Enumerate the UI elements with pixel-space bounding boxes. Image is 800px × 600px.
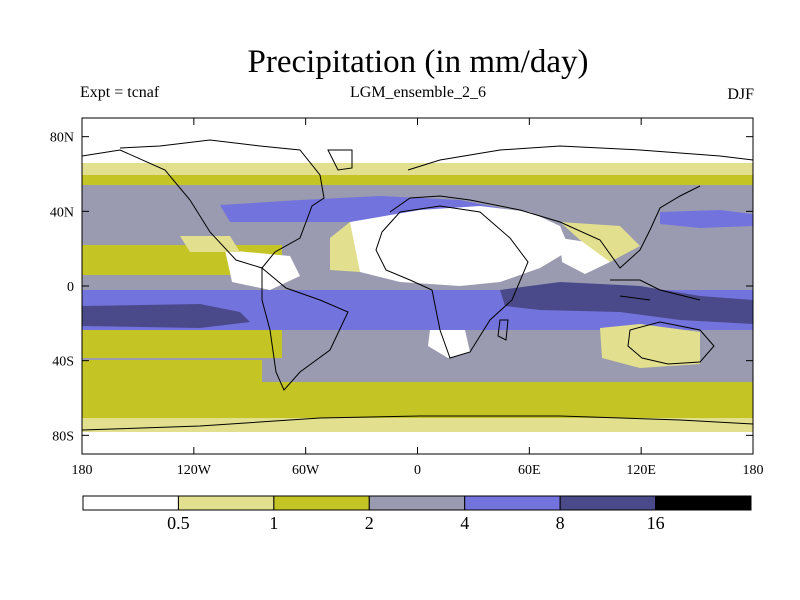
coast-madagascar [497,319,509,341]
field-north-pacific-track [660,210,753,228]
y-tick-label: 40N [50,205,74,220]
coast-australia [627,321,715,365]
field-south-pacific-yellow [82,360,262,386]
x-tick-label: 120W [177,463,212,478]
y-tick-label: 80N [50,131,74,146]
field-antarctic-light [82,416,753,432]
x-tick-label: 180 [743,463,764,478]
coast-south-america [261,266,349,391]
colorbar-level-label: 8 [556,513,565,533]
coast-eurasia [389,145,753,269]
colorbar-level-label: 2 [365,513,374,533]
field-arctic-light [82,163,753,175]
field-arctic-dry [82,118,753,163]
coast-maritime-continent [610,279,701,301]
x-tick-label: 60E [518,463,541,478]
colorbar-level-label: 16 [647,513,665,533]
field-south-africa-dry [428,330,470,358]
colorbar-level-label: 0.5 [167,513,190,533]
colorbar: 0.5 1 2 4 8 16 [82,495,752,533]
x-tick-label: 0 [414,463,421,478]
coastlines [82,139,753,431]
field-indowest-pacific-8-16 [500,282,753,324]
run-label: LGM_ensemble_2_6 [350,84,486,101]
y-tick-label: 40S [52,355,74,370]
field-south-asia-light [560,222,640,262]
axes: 180 120W 60W 0 60E 120E 180 80N 40N 0 40S 80S [50,118,764,478]
field-east-pacific-light [180,236,240,252]
coast-greenland [327,149,353,171]
field-north-midlat-yellow [82,175,753,185]
plot-title: Precipitation (in mm/day) [247,44,589,80]
field-southern-ocean [82,382,753,418]
field-spac-subtropic [82,330,282,358]
colorbar-swatch [368,495,466,511]
field-pacific-itcz-8-16 [82,304,250,328]
field-australia-light [600,324,700,368]
y-tick-label: 0 [67,280,74,295]
coast-north-america [82,139,325,269]
experiment-label: Expt = tcnaf [80,84,160,101]
colorbar-swatch [559,495,657,511]
coast-antarctica [82,415,753,431]
colorbar-swatch [464,495,561,511]
colorbar-swatch [273,495,370,511]
field-sahara-dry [340,206,570,286]
colorbar-swatch [82,495,179,511]
colorbar-swatch [655,495,752,511]
x-tick-label: 180 [72,463,93,478]
colorbar-level-label: 4 [460,513,469,533]
y-tick-label: 80S [52,429,74,444]
season-label: DJF [727,86,754,103]
x-tick-label: 60W [292,463,320,478]
coast-africa [375,205,529,359]
field-west-africa-light [330,222,360,272]
colorbar-level-label: 1 [269,513,278,533]
x-tick-label: 120E [626,463,656,478]
map-field [82,118,753,454]
colorbar-swatch [177,495,275,511]
